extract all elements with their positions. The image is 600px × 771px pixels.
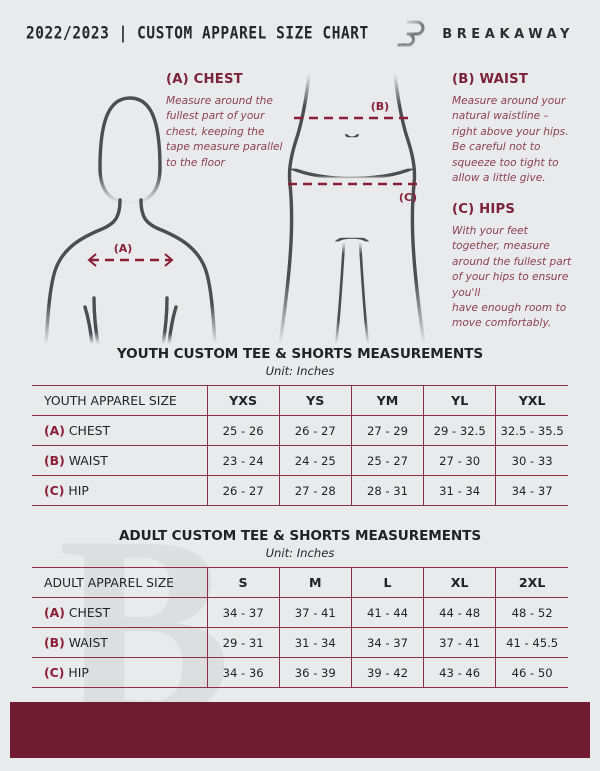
- row-tag: (A): [44, 423, 65, 438]
- youth-col-3: YL: [423, 385, 497, 416]
- row-label: CHEST: [68, 605, 111, 620]
- adult-cell-2-3: 43 - 46: [423, 657, 497, 688]
- callout-chest-body: Measure around the fullest part of your …: [166, 95, 283, 169]
- youth-table-unit: Unit: Inches: [265, 364, 335, 378]
- callout-chest: (A) CHEST Measure around the fullest par…: [166, 72, 318, 171]
- youth-cell-0-4: 32.5 - 35.5: [495, 415, 568, 446]
- youth-cell-2-2: 28 - 31: [351, 475, 425, 506]
- youth-cell-0-0: 25 - 26: [207, 415, 280, 446]
- adult-cell-2-4: 46 - 50: [495, 657, 568, 688]
- youth-cell-2-3: 31 - 34: [423, 475, 497, 506]
- chest-measure-line: [87, 253, 174, 267]
- adult-cell-0-2: 41 - 44: [351, 597, 425, 628]
- callout-chest-title: (A) CHEST: [166, 72, 243, 87]
- adult-col-1: M: [279, 567, 352, 598]
- table-row: (A) CHEST 25 - 26 26 - 27 27 - 29 29 - 3…: [32, 415, 568, 446]
- adult-cell-1-3: 37 - 41: [423, 627, 497, 658]
- callout-hips-body: With your feet together, measure around …: [452, 225, 572, 330]
- table-header-row: ADULT APPAREL SIZE S M L XL 2XL: [32, 567, 568, 598]
- row-label: WAIST: [68, 453, 108, 468]
- adult-col-4: 2XL: [495, 567, 568, 598]
- youth-cell-0-1: 26 - 27: [279, 415, 352, 446]
- table-row: (A) CHEST 34 - 37 37 - 41 41 - 44 44 - 4…: [32, 597, 568, 628]
- youth-cell-1-1: 24 - 25: [279, 445, 352, 476]
- adult-cell-2-2: 39 - 42: [351, 657, 425, 688]
- callout-hips: (C) HIPS With your feet together, measur…: [452, 202, 588, 332]
- adult-col-0: S: [207, 567, 280, 598]
- hips-marker-label: (C): [399, 191, 417, 204]
- adult-cell-0-3: 44 - 48: [423, 597, 497, 628]
- youth-cell-2-1: 27 - 28: [279, 475, 352, 506]
- adult-cell-1-4: 41 - 45.5: [495, 627, 568, 658]
- youth-cell-1-3: 27 - 30: [423, 445, 497, 476]
- youth-row-header-label: YOUTH APPAREL SIZE: [32, 385, 208, 416]
- page-header: 2022/2023 | CUSTOM APPAREL SIZE CHART: [0, 0, 600, 68]
- page-title: 2022/2023 | CUSTOM APPAREL SIZE CHART: [26, 24, 369, 44]
- measurement-diagrams: (A): [0, 68, 600, 346]
- youth-size-table: YOUTH APPAREL SIZE YXS YS YM YL YXL (A) …: [32, 385, 568, 506]
- row-tag: (B): [44, 453, 65, 468]
- upper-body-outline-icon: (A): [8, 72, 248, 349]
- adult-table-title: ADULT CUSTOM TEE & SHORTS MEASUREMENTS: [118, 528, 482, 544]
- youth-col-2: YM: [351, 385, 425, 416]
- chest-marker-label: (A): [114, 242, 133, 255]
- youth-col-1: YS: [279, 385, 352, 416]
- adult-cell-2-0: 34 - 36: [207, 657, 280, 688]
- row-label: CHEST: [68, 423, 111, 438]
- youth-table-title: YOUTH CUSTOM TEE & SHORTS MEASUREMENTS: [116, 346, 484, 362]
- adult-size-table: ADULT APPAREL SIZE S M L XL 2XL (A) CHES…: [32, 567, 568, 688]
- brand-name: BREAKAWAY: [442, 26, 574, 42]
- footer-bar: [10, 702, 590, 758]
- youth-cell-2-0: 26 - 27: [207, 475, 280, 506]
- callout-hips-title: (C) HIPS: [452, 202, 516, 217]
- adult-row-2-label: (C) HIP: [32, 657, 208, 688]
- lower-body-outline-icon: (B) (C): [262, 72, 452, 349]
- youth-cell-1-2: 25 - 27: [351, 445, 425, 476]
- adult-col-3: XL: [423, 567, 497, 598]
- callout-waist-body: Measure around your natural waistline – …: [452, 95, 569, 185]
- callout-waist: (B) WAIST Measure around your natural wa…: [452, 72, 584, 186]
- table-header-row: YOUTH APPAREL SIZE YXS YS YM YL YXL: [32, 385, 568, 416]
- youth-row-1-label: (B) WAIST: [32, 445, 208, 476]
- row-tag: (C): [44, 665, 65, 680]
- adult-cell-2-1: 36 - 39: [279, 657, 352, 688]
- table-row: (C) HIP 34 - 36 36 - 39 39 - 42 43 - 46 …: [32, 657, 568, 688]
- youth-cell-2-4: 34 - 37: [495, 475, 568, 506]
- adult-cell-1-0: 29 - 31: [207, 627, 280, 658]
- youth-col-0: YXS: [207, 385, 280, 416]
- adult-row-1-label: (B) WAIST: [32, 627, 208, 658]
- youth-cell-1-0: 23 - 24: [207, 445, 280, 476]
- adult-cell-1-2: 34 - 37: [351, 627, 425, 658]
- row-label: WAIST: [68, 635, 108, 650]
- adult-row-0-label: (A) CHEST: [32, 597, 208, 628]
- table-row: (B) WAIST 29 - 31 31 - 34 34 - 37 37 - 4…: [32, 627, 568, 658]
- adult-cell-0-1: 37 - 41: [279, 597, 352, 628]
- adult-cell-0-4: 48 - 52: [495, 597, 568, 628]
- brand-lockup: BREAKAWAY: [395, 17, 574, 51]
- adult-row-header-label: ADULT APPAREL SIZE: [32, 567, 208, 598]
- row-label: HIP: [68, 665, 89, 680]
- callout-waist-title: (B) WAIST: [452, 72, 529, 87]
- waist-marker-label: (B): [371, 100, 389, 113]
- youth-cell-0-2: 27 - 29: [351, 415, 425, 446]
- table-row: (C) HIP 26 - 27 27 - 28 28 - 31 31 - 34 …: [32, 475, 568, 506]
- adult-table-unit: Unit: Inches: [265, 546, 335, 560]
- adult-col-2: L: [351, 567, 425, 598]
- youth-col-4: YXL: [495, 385, 568, 416]
- adult-cell-1-1: 31 - 34: [279, 627, 352, 658]
- adult-table-block: ADULT CUSTOM TEE & SHORTS MEASUREMENTS U…: [0, 528, 600, 688]
- row-tag: (A): [44, 605, 65, 620]
- breakaway-b-monogram-icon: [395, 17, 429, 51]
- row-tag: (B): [44, 635, 65, 650]
- row-label: HIP: [68, 483, 89, 498]
- youth-cell-0-3: 29 - 32.5: [423, 415, 497, 446]
- youth-row-2-label: (C) HIP: [32, 475, 208, 506]
- adult-cell-0-0: 34 - 37: [207, 597, 280, 628]
- youth-cell-1-4: 30 - 33: [495, 445, 568, 476]
- row-tag: (C): [44, 483, 65, 498]
- youth-table-block: YOUTH CUSTOM TEE & SHORTS MEASUREMENTS U…: [0, 346, 600, 506]
- table-row: (B) WAIST 23 - 24 24 - 25 25 - 27 27 - 3…: [32, 445, 568, 476]
- youth-row-0-label: (A) CHEST: [32, 415, 208, 446]
